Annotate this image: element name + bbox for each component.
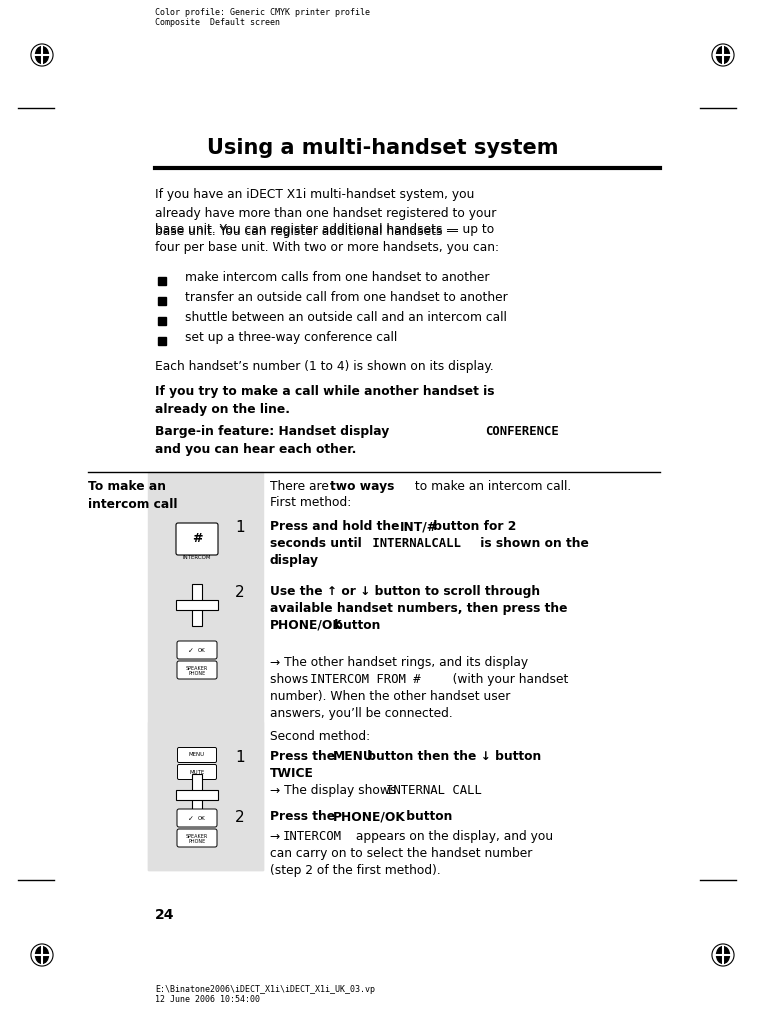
Text: shuttle between an outside call and an intercom call: shuttle between an outside call and an i…	[185, 311, 507, 323]
Text: two ways: two ways	[330, 480, 395, 493]
Text: number). When the other handset user: number). When the other handset user	[270, 690, 510, 703]
Text: ✓: ✓	[188, 816, 194, 822]
Bar	[158, 297, 166, 305]
Bar	[148, 722, 263, 870]
Text: appears on the display, and you: appears on the display, and you	[352, 830, 553, 843]
Text: intercom call: intercom call	[88, 498, 177, 511]
Text: Press and hold the: Press and hold the	[270, 520, 404, 533]
Ellipse shape	[35, 947, 48, 963]
Text: Press the: Press the	[270, 810, 340, 823]
Text: If you try to make a call while another handset is
already on the line.: If you try to make a call while another …	[155, 385, 494, 416]
Text: button for 2: button for 2	[429, 520, 516, 533]
Text: and you can hear each other.: and you can hear each other.	[155, 443, 356, 455]
Text: SPEAKER
PHONE: SPEAKER PHONE	[186, 665, 208, 677]
Text: four per base unit. With two or more handsets, you can:: four per base unit. With two or more han…	[155, 240, 499, 254]
Text: → The other handset rings, and its display: → The other handset rings, and its displ…	[270, 656, 528, 669]
Text: 2: 2	[235, 810, 245, 825]
Text: E:\Binatone2006\iDECT_X1i\iDECT_X1i_UK_03.vp
12 June 2006 10:54:00: E:\Binatone2006\iDECT_X1i\iDECT_X1i_UK_0…	[155, 985, 375, 1005]
Text: Press the: Press the	[270, 750, 340, 763]
Text: INTERCOM FROM #: INTERCOM FROM #	[310, 673, 421, 686]
Text: transfer an outside call from one handset to another: transfer an outside call from one handse…	[185, 290, 508, 304]
Bar	[158, 277, 166, 285]
Text: set up a three-way conference call: set up a three-way conference call	[185, 330, 397, 343]
FancyBboxPatch shape	[177, 764, 216, 780]
Bar	[192, 584, 202, 626]
Text: TWICE: TWICE	[270, 767, 314, 780]
Text: First method:: First method:	[270, 496, 351, 510]
Bar	[176, 790, 218, 800]
Text: If you have an iDECT X1i multi-handset system, you
already have more than one ha: If you have an iDECT X1i multi-handset s…	[155, 187, 496, 238]
Text: shows: shows	[270, 673, 316, 686]
Text: INTERCOM: INTERCOM	[183, 555, 211, 560]
Text: MENU: MENU	[189, 752, 205, 757]
Text: is shown on the: is shown on the	[476, 537, 589, 550]
Bar	[158, 317, 166, 325]
Text: base unit. You can register additional handsets — up to: base unit. You can register additional h…	[155, 223, 494, 236]
Text: PHONE/OK: PHONE/OK	[333, 810, 405, 823]
Text: 24: 24	[155, 908, 174, 922]
Text: 2: 2	[235, 585, 245, 600]
Text: 1: 1	[235, 520, 245, 535]
Text: There are: There are	[270, 480, 333, 493]
FancyBboxPatch shape	[177, 748, 216, 762]
Text: → The display shows: → The display shows	[270, 784, 404, 797]
FancyBboxPatch shape	[177, 641, 217, 659]
Text: Barge-in feature: Handset display: Barge-in feature: Handset display	[155, 425, 393, 438]
Text: Second method:: Second method:	[270, 730, 370, 743]
Text: INTERNALCALL: INTERNALCALL	[365, 537, 468, 550]
Text: Each handset’s number (1 to 4) is shown on its display.: Each handset’s number (1 to 4) is shown …	[155, 360, 493, 373]
FancyBboxPatch shape	[177, 661, 217, 679]
Bar	[176, 600, 218, 610]
FancyBboxPatch shape	[176, 523, 218, 555]
Text: button then the ↓ button: button then the ↓ button	[363, 750, 542, 763]
Ellipse shape	[717, 47, 730, 63]
Text: (with your handset: (with your handset	[441, 673, 568, 686]
Text: →: →	[270, 830, 284, 843]
Text: Use the ↑ or ↓ button to scroll through: Use the ↑ or ↓ button to scroll through	[270, 585, 540, 598]
Text: display: display	[270, 554, 319, 567]
Text: button: button	[402, 810, 452, 823]
Ellipse shape	[717, 947, 730, 963]
Text: INT/#: INT/#	[400, 520, 438, 533]
Text: PHONE/OK: PHONE/OK	[270, 619, 343, 632]
Text: can carry on to select the handset number: can carry on to select the handset numbe…	[270, 847, 532, 860]
Text: MENU: MENU	[333, 750, 374, 763]
Bar	[192, 774, 202, 816]
Text: INTERNAL CALL: INTERNAL CALL	[386, 784, 482, 797]
Text: answers, you’ll be connected.: answers, you’ll be connected.	[270, 707, 453, 720]
Text: INTERCOM: INTERCOM	[283, 830, 342, 843]
Text: Using a multi-handset system: Using a multi-handset system	[207, 138, 558, 158]
FancyBboxPatch shape	[177, 829, 217, 847]
Text: OK: OK	[198, 815, 206, 820]
Text: To make an: To make an	[88, 480, 166, 493]
Text: to make an intercom call.: to make an intercom call.	[411, 480, 571, 493]
Text: MUTE: MUTE	[190, 769, 204, 774]
Text: ✓: ✓	[188, 648, 194, 654]
Text: available handset numbers, then press the: available handset numbers, then press th…	[270, 602, 568, 615]
Text: 1: 1	[235, 750, 245, 765]
Text: #: #	[192, 533, 202, 545]
FancyBboxPatch shape	[177, 809, 217, 827]
Text: CONFERENCE: CONFERENCE	[485, 425, 558, 438]
Text: make intercom calls from one handset to another: make intercom calls from one handset to …	[185, 270, 490, 283]
Text: SPEAKER
PHONE: SPEAKER PHONE	[186, 834, 208, 844]
Text: OK: OK	[198, 647, 206, 652]
Ellipse shape	[35, 47, 48, 63]
Text: seconds until: seconds until	[270, 537, 366, 550]
Bar	[148, 472, 263, 870]
Text: Color profile: Generic CMYK printer profile
Composite  Default screen: Color profile: Generic CMYK printer prof…	[155, 8, 370, 28]
Text: (step 2 of the first method).: (step 2 of the first method).	[270, 864, 441, 877]
Bar	[158, 337, 166, 345]
Text: button: button	[330, 619, 380, 632]
